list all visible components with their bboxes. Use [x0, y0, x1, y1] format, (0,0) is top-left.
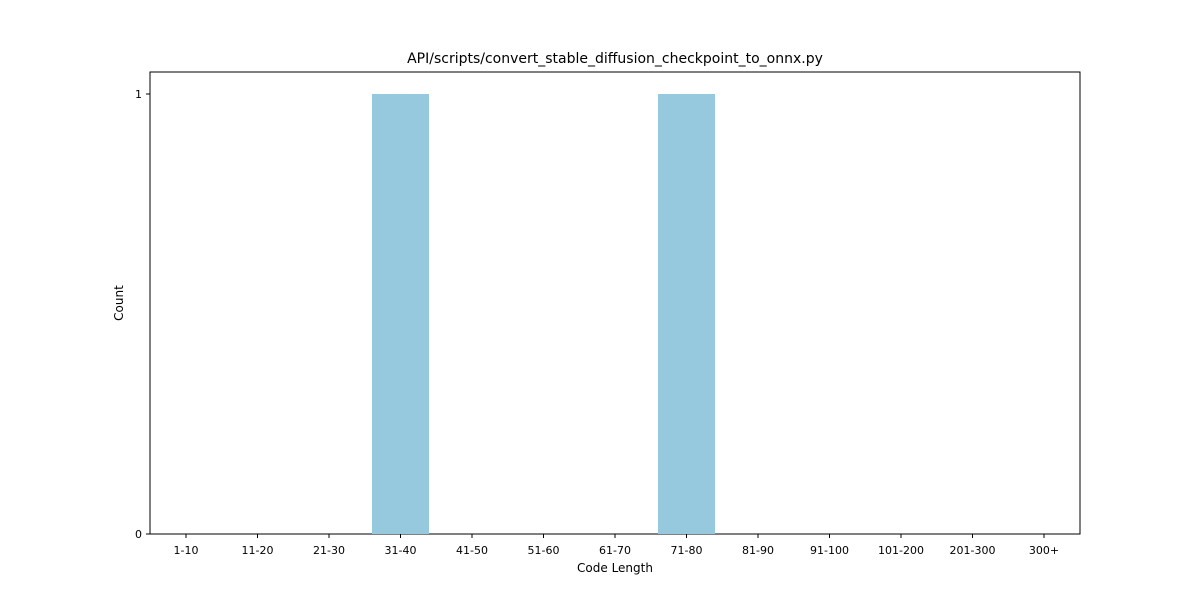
x-tick-label: 31-40: [385, 544, 417, 557]
x-tick-label: 300+: [1029, 544, 1059, 557]
chart-title: API/scripts/convert_stable_diffusion_che…: [407, 51, 823, 67]
x-tick-label: 51-60: [528, 544, 560, 557]
x-tick-label: 21-30: [313, 544, 345, 557]
plot-area-frame: [149, 71, 1081, 535]
x-tick-label: 61-70: [599, 544, 631, 557]
x-tick-label: 71-80: [671, 544, 703, 557]
bars-group: [372, 94, 715, 534]
bar-71-80: [658, 94, 715, 534]
x-tick-label: 11-20: [242, 544, 274, 557]
y-axis-ticks: 01: [135, 88, 150, 541]
y-tick-label: 0: [135, 528, 142, 541]
y-tick-label: 1: [135, 88, 142, 101]
x-tick-label: 201-300: [950, 544, 996, 557]
x-axis-label: Code Length: [577, 561, 653, 575]
y-axis-label: Count: [112, 285, 126, 321]
x-tick-label: 91-100: [810, 544, 849, 557]
x-tick-label: 101-200: [878, 544, 924, 557]
x-tick-label: 81-90: [742, 544, 774, 557]
x-tick-label: 1-10: [174, 544, 199, 557]
bar-31-40: [372, 94, 429, 534]
x-tick-label: 41-50: [456, 544, 488, 557]
x-axis-ticks: 1-10 11-20 21-30 31-40 41-50 51-60 61-70 71-80 8…: [174, 534, 1059, 557]
